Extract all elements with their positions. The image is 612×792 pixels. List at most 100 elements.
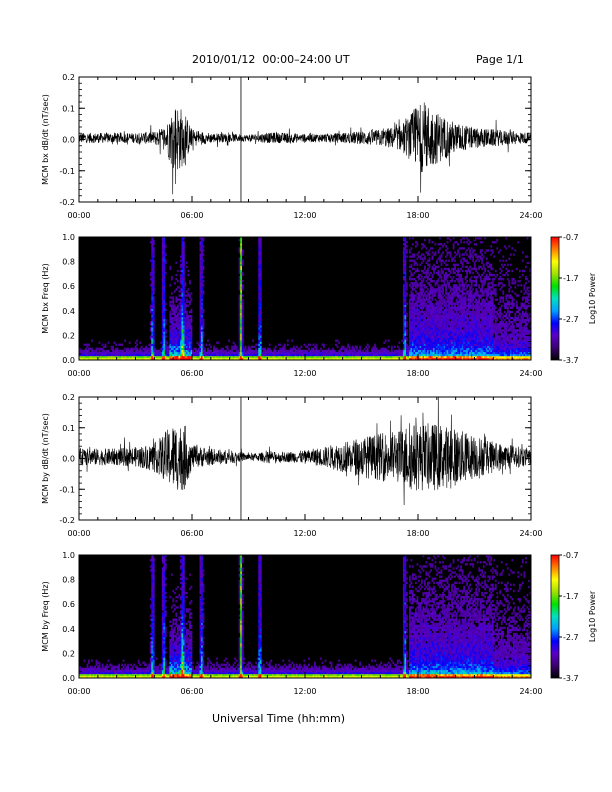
spectrogram-cell (175, 319, 178, 322)
spectrogram-cell (312, 343, 315, 346)
spectrogram-cell (476, 339, 479, 342)
spectrogram-cell (482, 312, 485, 316)
spectrogram-cell (439, 316, 441, 320)
spectrogram-cell (458, 247, 461, 250)
spectrogram-cell (448, 355, 450, 359)
spectrogram-cell (151, 357, 154, 361)
spectrogram-cell (201, 333, 203, 336)
spectrogram-cell (175, 288, 178, 291)
spectrogram-cell (181, 343, 184, 346)
spectrogram-cell (151, 269, 154, 273)
spectrogram-cell (455, 333, 458, 336)
spectrogram-cell (439, 296, 441, 299)
spectrogram-cell (442, 341, 444, 344)
spectrogram-cell (436, 321, 438, 324)
spectrogram-cell (430, 247, 432, 250)
spectrogram-cell (485, 341, 488, 344)
spectrogram-cell (448, 329, 450, 332)
spectrogram-cell (430, 312, 432, 316)
spectrogram-cell (472, 321, 475, 324)
spectrogram-cell (259, 269, 262, 273)
spectrogram-cell (161, 319, 164, 322)
spectrogram-cell (419, 282, 422, 285)
spectrogram-cell (258, 290, 261, 293)
spectrogram-cell (243, 355, 246, 359)
spectrogram-cell (338, 357, 340, 361)
spectrogram-cell (437, 345, 440, 348)
spectrogram-cell (460, 353, 462, 357)
spectrogram-cell (258, 357, 261, 361)
spectrogram-cell (402, 302, 405, 305)
spectrogram-cell (91, 347, 93, 351)
spectrogram-cell (178, 298, 181, 301)
spectrogram-cell (490, 292, 493, 295)
spectrogram-cell (488, 327, 491, 330)
spectrogram-cell (185, 325, 188, 328)
spectrogram-cell (330, 357, 333, 361)
spectrogram-cell (481, 259, 484, 262)
spectrogram-cell (449, 321, 452, 324)
spectrogram-cell (176, 341, 179, 344)
spectrogram-cell (439, 357, 441, 361)
spectrogram-cell (158, 351, 161, 355)
spectrogram-cell (179, 325, 182, 328)
spectrogram-cell (140, 345, 143, 348)
spectrogram-cell (463, 300, 466, 303)
spectrogram-cell (175, 347, 178, 351)
spectrogram-cell (449, 312, 452, 316)
spectrogram-cell (240, 265, 243, 269)
spectrogram-cell (184, 302, 187, 305)
spectrogram-cell (452, 296, 455, 299)
spectrogram-cell (457, 331, 459, 334)
spectrogram-cell (460, 335, 462, 338)
spectrogram-cell (351, 357, 354, 361)
spectrogram-cell (461, 314, 464, 318)
spectrogram-cell (422, 347, 425, 351)
spectrogram-cell (181, 284, 184, 287)
spectrogram-cell (181, 257, 184, 260)
spectrogram-cell (128, 357, 131, 361)
spectrogram-cell (152, 329, 155, 332)
spectrogram-cell (182, 294, 185, 297)
spectrogram-cell (240, 333, 243, 336)
spectrogram-cell (258, 259, 261, 262)
spectrogram-cell (170, 355, 173, 359)
spectrogram-cell (430, 280, 432, 283)
spectrogram-cell (151, 296, 154, 299)
spectrogram-cell (172, 312, 175, 316)
spectrogram-cell (404, 290, 407, 293)
spectrogram-cell (422, 314, 425, 318)
spectrogram-cell (181, 271, 184, 275)
spectrogram-cell (161, 310, 164, 314)
spectrogram-cell (329, 355, 331, 359)
spectrogram-cell (494, 323, 497, 326)
spectrogram-cell (454, 308, 456, 312)
spectrogram-cell (467, 247, 470, 250)
spectrogram-cell (485, 308, 488, 312)
spectrogram-cell (179, 321, 182, 324)
spectrogram-cell (264, 347, 267, 351)
spectrogram-cell (431, 355, 434, 359)
spectrogram-cell (259, 273, 262, 277)
spectrogram-cell (494, 310, 497, 314)
spectrogram-cell (238, 353, 241, 357)
spectrogram-cell (164, 259, 167, 262)
spectrogram-cell (487, 327, 490, 330)
spectrogram-cell (454, 292, 456, 295)
spectrogram-cell (201, 273, 203, 277)
spectrogram-cell (428, 253, 431, 256)
spectrogram-cell (190, 316, 193, 320)
spectrogram-cell (485, 349, 488, 353)
spectrogram-cell (455, 273, 458, 277)
spectrogram-cell (166, 345, 169, 348)
spectrogram-cell (176, 339, 179, 342)
spectrogram-cell (216, 355, 218, 359)
spectrogram-cell (238, 280, 241, 283)
spectrogram-cell (241, 335, 244, 338)
spectrogram-cell (288, 355, 291, 359)
spectrogram-cell (280, 351, 283, 355)
spectrogram-cell (424, 265, 426, 269)
spectrogram-cell (437, 335, 440, 338)
spectrogram-cell (188, 357, 191, 361)
spectrogram-cell (414, 329, 417, 332)
